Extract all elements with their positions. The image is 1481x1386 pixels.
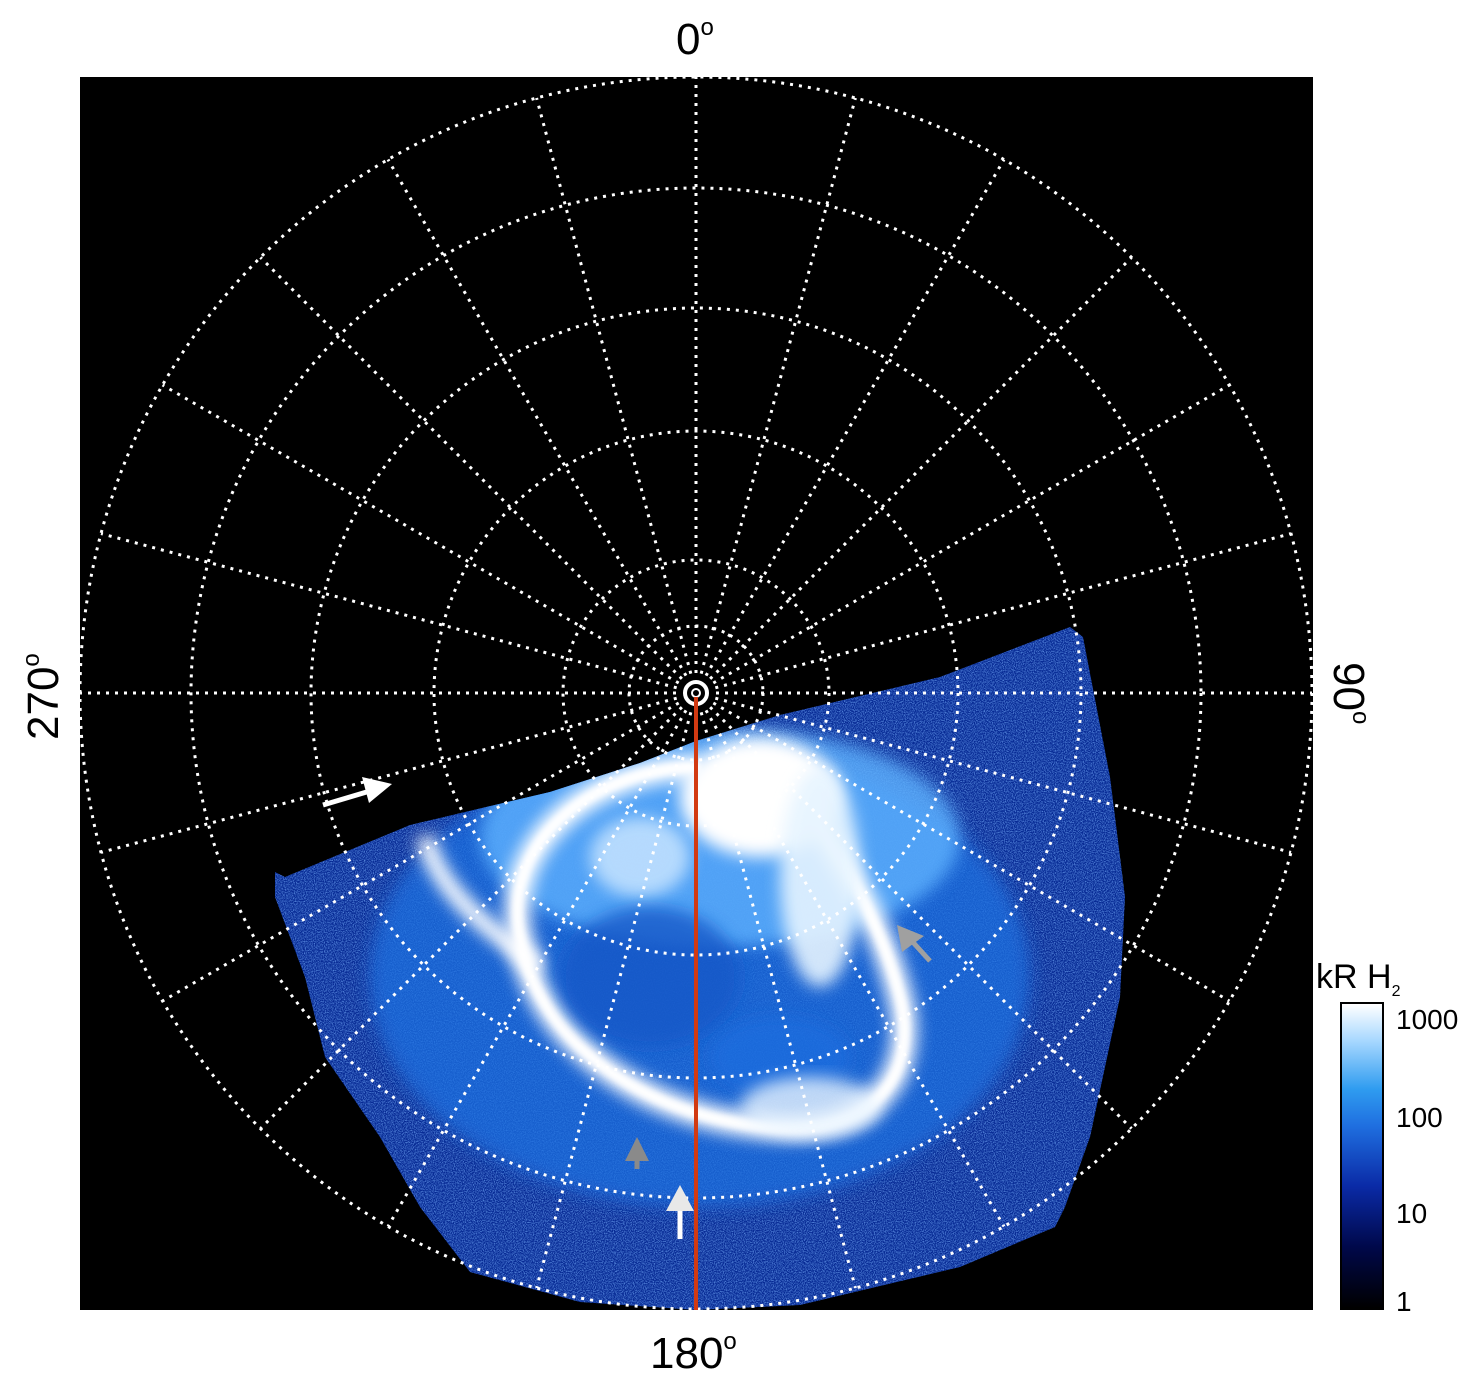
meridian-spoke — [704, 709, 1006, 1228]
meridian-spoke — [709, 706, 1133, 1130]
colorbar-title: kR H2 — [1316, 958, 1401, 1000]
meridian-spoke — [386, 158, 688, 677]
colorbar-tick-1: 1 — [1396, 1286, 1412, 1317]
polar-aurora-map — [80, 77, 1313, 1310]
label-270-degrees: 270o — [18, 653, 68, 740]
meridian-spoke — [712, 701, 1231, 1003]
meridian-spoke — [386, 709, 688, 1228]
meridian-spoke — [712, 383, 1231, 685]
colorbar — [1340, 1002, 1384, 1310]
meridian-spoke — [704, 158, 1006, 677]
label-180-degrees: 180o — [650, 1328, 737, 1378]
meridian-spoke — [535, 97, 693, 675]
colorbar-tick-100: 100 — [1396, 1102, 1443, 1133]
gray-arrow-right — [897, 925, 932, 963]
meridian-spoke — [535, 711, 693, 1289]
colorbar-tick-10: 10 — [1396, 1198, 1428, 1229]
meridian-spoke — [699, 97, 857, 675]
meridian-spoke — [161, 383, 680, 685]
aurora-emission — [275, 627, 1125, 1310]
meridian-spoke — [709, 256, 1133, 680]
colorbar-tick-1000: 1000 — [1396, 1004, 1459, 1035]
meridian-spoke — [699, 711, 857, 1289]
meridian-spoke — [259, 706, 683, 1130]
meridian-spoke — [100, 532, 678, 690]
label-90-degrees: 90o — [1324, 662, 1374, 725]
meridian-spoke — [100, 696, 678, 854]
gray-arrow-bottom — [625, 1137, 649, 1169]
white-arrow-left — [322, 777, 392, 808]
meridian-spoke — [714, 696, 1292, 854]
meridian-spoke — [714, 532, 1292, 690]
white-arrow-bottom — [666, 1185, 694, 1239]
meridian-spoke — [161, 701, 680, 1003]
label-0-degrees: 0o — [676, 14, 714, 64]
meridian-spoke — [259, 256, 683, 680]
